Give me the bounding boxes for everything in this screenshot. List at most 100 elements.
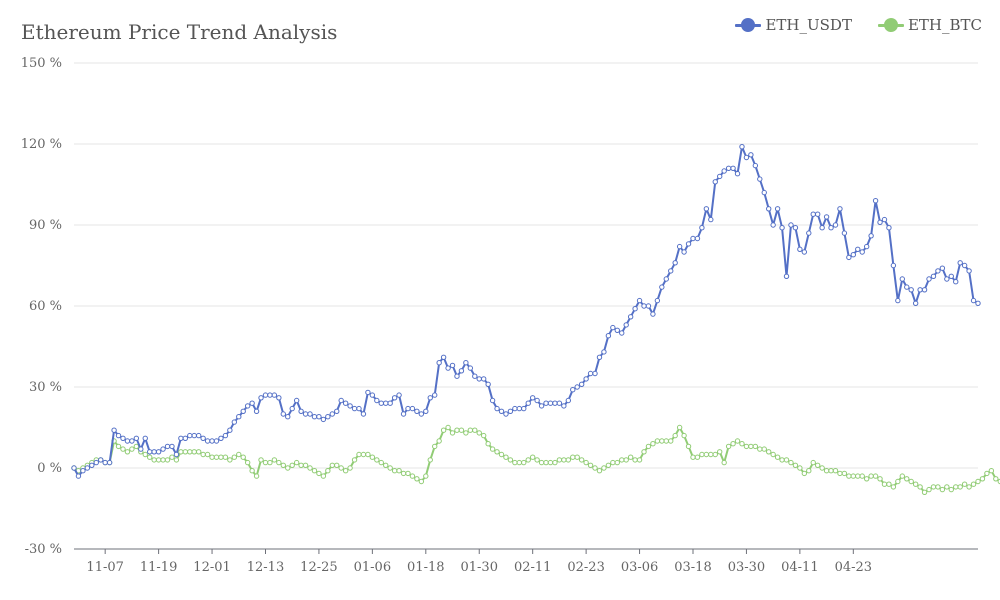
data-point[interactable] bbox=[926, 486, 932, 493]
data-point[interactable] bbox=[841, 230, 848, 236]
data-point[interactable] bbox=[436, 438, 442, 444]
data-point[interactable] bbox=[623, 322, 629, 328]
data-point[interactable] bbox=[236, 451, 242, 458]
data-point[interactable] bbox=[151, 457, 157, 463]
data-point[interactable] bbox=[409, 473, 416, 479]
data-point[interactable] bbox=[944, 276, 950, 282]
data-point[interactable] bbox=[240, 454, 246, 460]
data-point[interactable] bbox=[276, 459, 282, 466]
data-point[interactable] bbox=[334, 462, 340, 468]
data-point[interactable] bbox=[596, 468, 603, 474]
data-point[interactable] bbox=[133, 435, 140, 441]
data-point[interactable] bbox=[855, 473, 861, 479]
data-point[interactable] bbox=[164, 443, 171, 450]
data-point[interactable] bbox=[668, 438, 674, 444]
data-point[interactable] bbox=[766, 206, 772, 212]
data-point[interactable] bbox=[828, 468, 834, 474]
data-point[interactable] bbox=[890, 262, 897, 269]
data-point[interactable] bbox=[75, 473, 82, 479]
data-point[interactable] bbox=[832, 222, 839, 228]
legend-item-eth-btc[interactable]: ETH_BTC bbox=[877, 16, 982, 34]
data-point[interactable] bbox=[970, 297, 977, 304]
data-point[interactable] bbox=[886, 225, 892, 231]
data-point[interactable] bbox=[837, 206, 843, 212]
data-point[interactable] bbox=[160, 446, 166, 452]
data-point[interactable] bbox=[975, 300, 981, 306]
data-point[interactable] bbox=[209, 454, 215, 460]
data-point[interactable] bbox=[285, 414, 291, 420]
data-point[interactable] bbox=[672, 260, 678, 266]
data-point[interactable] bbox=[240, 408, 246, 414]
data-point[interactable] bbox=[467, 365, 474, 371]
data-point[interactable] bbox=[703, 451, 710, 458]
data-point[interactable] bbox=[347, 465, 353, 471]
data-point[interactable] bbox=[792, 462, 799, 468]
data-point[interactable] bbox=[512, 405, 518, 412]
data-point[interactable] bbox=[521, 459, 527, 466]
data-point[interactable] bbox=[872, 473, 879, 479]
data-point[interactable] bbox=[788, 222, 794, 228]
data-point[interactable] bbox=[766, 449, 772, 455]
data-point[interactable] bbox=[556, 400, 563, 406]
data-point[interactable] bbox=[414, 476, 420, 482]
data-point[interactable] bbox=[262, 392, 269, 398]
data-point[interactable] bbox=[605, 462, 612, 468]
data-point[interactable] bbox=[204, 438, 211, 444]
data-point[interactable] bbox=[445, 424, 451, 431]
data-point[interactable] bbox=[957, 260, 963, 266]
data-point[interactable] bbox=[374, 457, 380, 463]
data-point[interactable] bbox=[249, 400, 255, 406]
data-point[interactable] bbox=[757, 446, 763, 452]
data-point[interactable] bbox=[320, 416, 327, 423]
data-point[interactable] bbox=[743, 154, 750, 161]
data-point[interactable] bbox=[485, 381, 491, 387]
data-point[interactable] bbox=[690, 454, 696, 460]
data-point[interactable] bbox=[307, 411, 313, 417]
data-point[interactable] bbox=[329, 411, 335, 417]
data-point[interactable] bbox=[111, 427, 117, 433]
data-point[interactable] bbox=[895, 478, 901, 485]
data-point[interactable] bbox=[757, 176, 763, 182]
data-point[interactable] bbox=[614, 327, 620, 333]
data-point[interactable] bbox=[129, 446, 135, 452]
data-point[interactable] bbox=[218, 435, 224, 441]
data-point[interactable] bbox=[846, 473, 852, 479]
data-point[interactable] bbox=[993, 476, 999, 482]
data-point[interactable] bbox=[868, 473, 874, 479]
data-point[interactable] bbox=[209, 438, 215, 444]
data-point[interactable] bbox=[930, 273, 937, 279]
data-point[interactable] bbox=[801, 249, 808, 255]
data-point[interactable] bbox=[917, 287, 923, 293]
data-point[interactable] bbox=[525, 457, 531, 463]
data-point[interactable] bbox=[979, 476, 986, 482]
data-point[interactable] bbox=[489, 397, 496, 404]
data-point[interactable] bbox=[699, 225, 705, 231]
data-point[interactable] bbox=[552, 400, 558, 406]
data-point[interactable] bbox=[298, 462, 304, 468]
data-point[interactable] bbox=[200, 451, 206, 458]
data-point[interactable] bbox=[360, 411, 367, 417]
data-point[interactable] bbox=[877, 476, 883, 482]
data-point[interactable] bbox=[761, 446, 767, 452]
data-point[interactable] bbox=[160, 457, 166, 463]
data-point[interactable] bbox=[338, 397, 344, 404]
data-point[interactable] bbox=[944, 484, 950, 490]
data-point[interactable] bbox=[565, 397, 572, 404]
data-point[interactable] bbox=[525, 400, 531, 406]
data-point[interactable] bbox=[623, 457, 629, 463]
data-point[interactable] bbox=[432, 392, 438, 398]
data-point[interactable] bbox=[725, 443, 732, 450]
data-point[interactable] bbox=[797, 246, 803, 253]
data-point[interactable] bbox=[356, 405, 362, 412]
data-point[interactable] bbox=[271, 392, 278, 398]
data-point[interactable] bbox=[685, 443, 692, 450]
data-point[interactable] bbox=[619, 330, 625, 336]
data-point[interactable] bbox=[627, 454, 634, 460]
data-point[interactable] bbox=[730, 165, 736, 172]
data-point[interactable] bbox=[850, 252, 857, 258]
data-point[interactable] bbox=[463, 430, 469, 436]
data-point[interactable] bbox=[222, 432, 229, 439]
data-point[interactable] bbox=[227, 427, 233, 433]
data-point[interactable] bbox=[601, 465, 607, 471]
data-point[interactable] bbox=[538, 403, 545, 409]
